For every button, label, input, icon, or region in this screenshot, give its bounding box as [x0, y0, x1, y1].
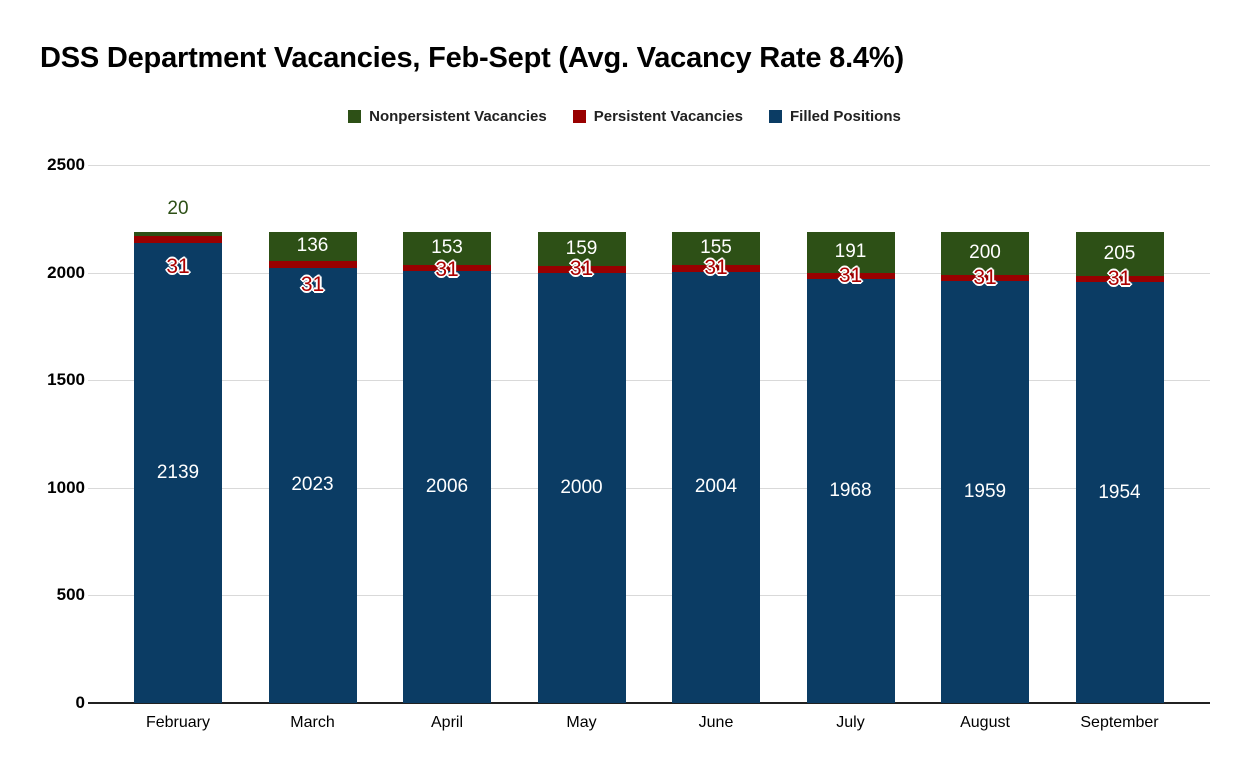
persistent-value-label: 31 [569, 257, 594, 281]
bar-april-segment-nonpersistent [403, 231, 491, 265]
y-axis-tick-label: 1500 [47, 370, 85, 389]
gridline [88, 165, 1210, 166]
x-axis-category-label: July [836, 714, 865, 731]
x-axis-category-label: March [290, 714, 335, 731]
bar-july-segment-nonpersistent [806, 231, 895, 273]
legend-item-persistent-vacancies: Persistent Vacancies [572, 108, 743, 125]
y-axis-tick-label: 1000 [47, 478, 85, 497]
bar-june-segment-filled [672, 271, 760, 703]
legend-item-nonpersistent-vacancies: Nonpersistent Vacancies [348, 108, 547, 125]
x-axis-baseline [88, 702, 1210, 704]
bar-march-segment-nonpersistent [268, 231, 357, 261]
persistent-value-label: 31 [838, 264, 863, 288]
x-axis-category-label: August [960, 714, 1010, 731]
nonpersistent-value-label: 153 [431, 237, 463, 259]
legend-swatch-icon [572, 110, 586, 123]
x-axis-category-label: June [698, 714, 734, 731]
filled-value-label: 2006 [425, 476, 469, 498]
gridline [88, 595, 1210, 596]
gridline [88, 273, 1210, 274]
nonpersistent-value-label: 136 [296, 235, 329, 257]
x-axis-category-label: May [566, 714, 597, 731]
y-axis-tick-label: 2500 [47, 155, 85, 174]
x-axis-category-label: September [1080, 714, 1159, 731]
filled-value-label: 2023 [291, 474, 334, 496]
bar-march-segment-persistent [268, 260, 357, 268]
filled-value-label: 1968 [829, 480, 872, 502]
bar-august-segment-filled [941, 281, 1029, 703]
gridline [88, 488, 1210, 489]
bar-july-segment-persistent [806, 272, 895, 280]
bar-february-segment-persistent [134, 236, 222, 243]
legend-item-label: Filled Positions [789, 108, 901, 125]
y-axis-tick-label: 0 [75, 693, 85, 712]
bar-may-segment-nonpersistent [537, 231, 626, 266]
bar-may-segment-filled [537, 272, 626, 703]
bar-september-segment-nonpersistent [1075, 231, 1164, 276]
persistent-value-label: 31 [704, 256, 728, 280]
x-axis-category-label: April [430, 714, 464, 731]
filled-value-label: 2139 [156, 461, 200, 483]
persistent-value-label: 31 [166, 255, 190, 279]
bar-august-segment-nonpersistent [941, 231, 1029, 275]
nonpersistent-value-label: 205 [1103, 242, 1136, 264]
legend-item-label: Nonpersistent Vacancies [369, 108, 547, 125]
y-axis-tick-label: 500 [56, 585, 85, 604]
bar-april-segment-persistent [403, 264, 491, 272]
nonpersistent-value-label: 159 [565, 237, 598, 259]
bar-july-segment-filled [806, 279, 895, 703]
nonpersistent-value-label: 20 [167, 197, 189, 219]
legend-swatch-icon [768, 110, 782, 123]
bar-march-segment-filled [268, 267, 357, 703]
legend: Nonpersistent Vacancies Persistent Vacanc… [0, 108, 1249, 125]
persistent-value-label: 31 [300, 273, 325, 297]
bar-february-segment-filled [134, 242, 222, 703]
bar-august-segment-persistent [941, 274, 1029, 282]
persistent-value-label: 31 [1107, 267, 1132, 291]
legend-item-label: Persistent Vacancies [593, 108, 743, 125]
filled-value-label: 1959 [963, 481, 1007, 503]
legend-swatch-icon [348, 110, 362, 123]
filled-value-label: 1954 [1098, 481, 1141, 503]
bar-september-segment-persistent [1075, 275, 1164, 283]
bar-june-segment-persistent [672, 265, 760, 272]
filled-value-label: 2004 [694, 476, 738, 498]
legend-item-filled-positions: Filled Positions [768, 108, 901, 125]
x-axis-category-label: February [145, 714, 211, 731]
bar-february-segment-nonpersistent [134, 231, 222, 236]
nonpersistent-value-label: 191 [834, 241, 867, 263]
bar-may-segment-persistent [537, 265, 626, 273]
persistent-value-label: 31 [435, 257, 459, 281]
nonpersistent-value-label: 155 [700, 237, 732, 259]
y-axis-tick-label: 2000 [47, 263, 85, 282]
chart-title: DSS Department Vacancies, Feb-Sept (Avg.… [40, 42, 904, 74]
bar-june-segment-nonpersistent [672, 231, 760, 266]
gridline [88, 380, 1210, 381]
persistent-value-label: 31 [973, 266, 997, 290]
bar-september-segment-filled [1075, 282, 1164, 703]
nonpersistent-value-label: 200 [969, 242, 1001, 264]
bar-april-segment-filled [403, 271, 491, 703]
filled-value-label: 2000 [560, 476, 603, 498]
